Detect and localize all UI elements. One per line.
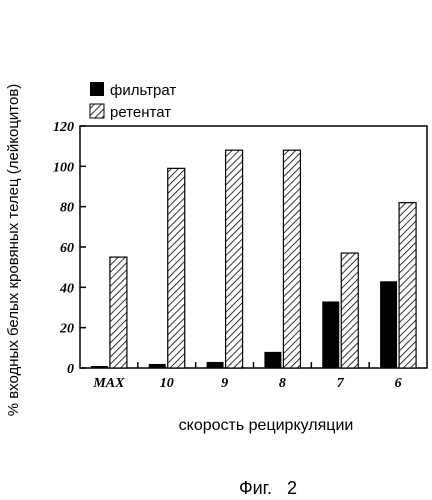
x-tick-label: 7 — [337, 376, 345, 391]
y-tick-label: 20 — [59, 322, 74, 337]
bar-filtrate-6 — [380, 281, 397, 368]
figure-caption: Фиг. 2 — [239, 478, 297, 498]
x-axis-title: скорость рециркуляции — [179, 417, 354, 434]
bar-filtrate-9 — [207, 362, 224, 368]
y-axis-title: % входных белых кровяных телец (лейкоцит… — [5, 84, 22, 417]
legend-swatch-retentate — [90, 104, 104, 118]
y-axis: 0 20 40 60 80 100 120 — [53, 120, 86, 377]
bar-filtrate-7 — [322, 301, 339, 368]
bars — [91, 150, 416, 368]
bar-retentate-10 — [168, 168, 185, 368]
x-tick-label: 9 — [221, 376, 228, 391]
plot-frame — [80, 126, 427, 368]
bar-filtrate-8 — [264, 352, 281, 368]
y-tick-label: 40 — [59, 281, 74, 296]
bar-retentate-8 — [283, 150, 300, 368]
x-tick-label: 10 — [160, 376, 174, 391]
bar-retentate-9 — [226, 150, 243, 368]
x-tick-label: 6 — [395, 376, 402, 391]
legend-label-retentate: ретентат — [110, 104, 171, 121]
legend-label-filtrate: фильтрат — [110, 82, 176, 99]
bar-retentate-MAX — [110, 257, 127, 368]
bar-filtrate-MAX — [91, 366, 108, 368]
y-tick-label: 60 — [60, 241, 74, 256]
x-tick-label: 8 — [279, 376, 286, 391]
x-tick-label: MAX — [92, 376, 125, 391]
bar-filtrate-10 — [149, 364, 166, 368]
bar-retentate-7 — [341, 253, 358, 368]
y-tick-label: 80 — [60, 201, 74, 216]
y-tick-label: 100 — [53, 160, 74, 175]
bar-retentate-6 — [399, 203, 416, 368]
legend: фильтрат ретентат — [90, 82, 176, 121]
legend-swatch-filtrate — [90, 82, 104, 96]
y-tick-label: 120 — [53, 120, 74, 135]
y-tick-label: 0 — [67, 362, 74, 377]
